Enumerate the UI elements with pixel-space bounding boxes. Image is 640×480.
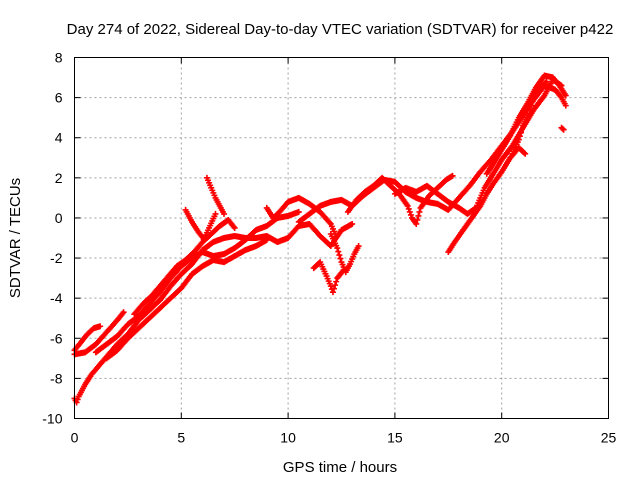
data-point	[332, 282, 339, 289]
y-tick-label: -8	[50, 370, 63, 386]
data-point	[355, 243, 362, 250]
data-point	[349, 220, 356, 227]
data-point	[529, 98, 536, 105]
series-track-7	[203, 174, 228, 217]
x-tick-label: 25	[601, 430, 617, 446]
series-track-16	[483, 72, 569, 177]
data-point	[327, 283, 334, 290]
data-point	[336, 252, 343, 259]
data-point	[221, 210, 228, 217]
y-tick-label: 0	[55, 210, 63, 226]
data-point	[527, 106, 534, 113]
data-point	[562, 92, 569, 99]
data-point	[120, 309, 127, 316]
data-point	[526, 110, 533, 117]
data-point	[74, 396, 81, 403]
data-point	[333, 278, 340, 285]
data-point	[413, 220, 420, 227]
data-point	[337, 255, 344, 262]
plot-frame	[74, 57, 609, 419]
y-axis-title: SDTVAR / TECUs	[7, 178, 24, 298]
grid-layer	[74, 57, 609, 419]
y-tick-label: 6	[55, 90, 63, 106]
data-point	[516, 133, 523, 140]
data-point	[212, 210, 219, 217]
data-point	[405, 205, 412, 212]
data-point	[231, 224, 238, 231]
x-tick-label: 15	[387, 430, 403, 446]
data-point	[517, 129, 524, 136]
data-point	[340, 267, 347, 274]
series-track-2	[71, 309, 127, 358]
data-point	[295, 208, 302, 215]
ticks-layer: 0 5 10 15 20 25 -10 -8 -6 -4 -2 0 2 4 6 8	[42, 50, 616, 446]
series-track-11	[310, 259, 347, 296]
data-point	[407, 211, 414, 218]
data-point	[518, 126, 525, 133]
x-tick-label: 5	[177, 430, 185, 446]
data-point	[404, 202, 411, 209]
data-point	[416, 208, 423, 215]
y-tick-label: -6	[50, 330, 63, 346]
series-track-15	[445, 144, 529, 256]
x-tick-label: 0	[71, 430, 79, 446]
data-point	[335, 248, 342, 255]
y-tick-label: -4	[50, 290, 63, 306]
y-tick-label: -2	[50, 250, 63, 266]
data-point	[263, 237, 270, 244]
data-point	[415, 212, 422, 219]
series-track-10	[327, 230, 362, 276]
data-point	[414, 216, 421, 223]
data-point	[542, 79, 549, 86]
y-tick-label: 8	[55, 50, 63, 66]
series-track-3	[71, 220, 356, 406]
x-tick-label: 20	[494, 430, 510, 446]
series-track-17	[509, 78, 550, 157]
y-tick-label: 2	[55, 170, 63, 186]
data-point	[559, 125, 566, 132]
series-track-8	[182, 206, 238, 244]
data-point	[543, 78, 550, 85]
data-point	[560, 126, 567, 133]
data-point	[406, 208, 413, 215]
series-track-18	[558, 124, 567, 133]
data-point	[528, 102, 535, 109]
y-tick-label: 4	[55, 130, 63, 146]
series-track-4	[92, 208, 302, 356]
data-point	[521, 149, 528, 156]
chart-title: Day 274 of 2022, Sidereal Day-to-day VTE…	[67, 21, 614, 38]
data-point	[97, 323, 104, 330]
x-axis-title: GPS time / hours	[283, 459, 397, 476]
data-point	[522, 150, 529, 157]
marks-layer	[71, 72, 569, 406]
y-tick-label: -10	[42, 411, 62, 427]
data-point	[334, 245, 341, 252]
data-point	[562, 102, 569, 109]
data-point	[329, 289, 336, 296]
data-point	[515, 136, 522, 143]
data-point	[449, 172, 456, 179]
data-point	[331, 285, 338, 292]
series-track-5	[103, 237, 270, 362]
x-tick-label: 10	[280, 430, 296, 446]
